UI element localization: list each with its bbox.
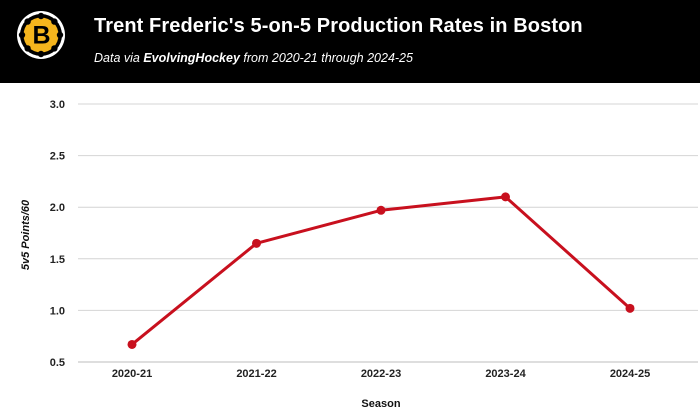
- y-tick-label: 2.5: [50, 151, 65, 163]
- series-layer: [127, 192, 635, 349]
- grid-lines: [78, 103, 698, 363]
- subtitle-prefix: Data via: [94, 51, 144, 65]
- y-tick-label: 2.0: [50, 202, 65, 214]
- data-point: [376, 205, 386, 215]
- y-tick-label: 0.5: [50, 357, 65, 369]
- y-tick-label: 1.5: [50, 254, 65, 266]
- x-tick-label: 2024-25: [610, 368, 650, 380]
- x-tick-label: 2022-23: [361, 368, 401, 380]
- data-point: [625, 303, 635, 313]
- subtitle-suffix: from 2020-21 through 2024-25: [239, 51, 413, 65]
- chart-header: B Trent Frederic's 5-on-5 Production Rat…: [0, 0, 700, 83]
- series-line: [130, 195, 632, 346]
- y-tick-label: 3.0: [50, 99, 65, 111]
- logo-letter: B: [32, 22, 50, 50]
- chart-title: Trent Frederic's 5-on-5 Production Rates…: [94, 15, 583, 37]
- x-tick-label: 2020-21: [112, 368, 152, 380]
- x-tick-label: 2021-22: [236, 368, 276, 380]
- data-point: [252, 238, 261, 248]
- line-chart: 0.5 1.0 1.5 2.0 2.5 3.0 2020-21 2021-22 2022-23…: [20, 99, 698, 410]
- subtitle-source: EvolvingHockey: [143, 51, 240, 65]
- y-tick-label: 1.0: [50, 305, 65, 317]
- chart-subtitle: Data via EvolvingHockey from 2020-21 thr…: [94, 51, 413, 65]
- x-axis-ticks: 2020-21 2021-22 2022-23 2023-24 2024-25: [112, 368, 650, 380]
- bruins-logo-icon: B: [17, 11, 65, 59]
- y-axis-label: 5v5 Points/60: [20, 199, 32, 270]
- data-point: [127, 339, 137, 349]
- x-axis-label: Season: [361, 398, 400, 410]
- data-point: [501, 192, 510, 202]
- y-axis-ticks: 0.5 1.0 1.5 2.0 2.5 3.0: [50, 99, 65, 369]
- x-tick-label: 2023-24: [485, 368, 526, 380]
